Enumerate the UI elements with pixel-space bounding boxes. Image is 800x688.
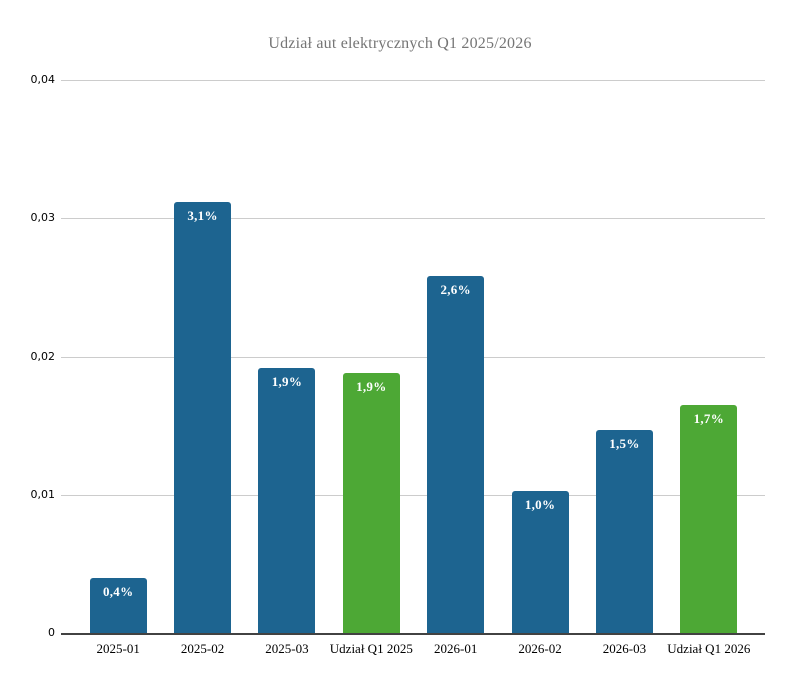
- bar[interactable]: 1,5%: [595, 429, 653, 633]
- bar[interactable]: 1,9%: [258, 367, 316, 633]
- x-tick-label: 2026-03: [602, 641, 647, 656]
- bar-value-label: 3,1%: [187, 207, 218, 223]
- bar-slot: 2,6%: [414, 80, 498, 633]
- x-tick-label: 2026-01: [434, 641, 478, 656]
- grid-line: [61, 80, 765, 81]
- bar-slot: 1,5%: [582, 80, 666, 633]
- grid-line: [61, 494, 765, 496]
- y-axis: 0,04 0,03 0,02 0,01 0: [0, 0, 56, 688]
- bar[interactable]: 1,7%: [680, 404, 738, 633]
- plot-area: [61, 80, 765, 635]
- x-tick-label: Udział Q1 2026: [667, 641, 751, 656]
- chart-title: Udział aut elektrycznych Q1 2025/2026: [268, 35, 532, 52]
- x-axis: 2025-01 2025-02 2025-03 Udział Q1 2025 2026-…: [76, 641, 751, 657]
- x-tick-label: 2026-02: [518, 641, 562, 656]
- bar-value-label: 1,5%: [609, 435, 640, 451]
- bars-row: 0,4% 3,1% 1,9% 1,9% 2,6% 1,0% 1,5% 1,7%: [76, 80, 751, 633]
- bar-slot: 0,4%: [76, 80, 160, 633]
- bar-value-label: 0,4%: [102, 583, 134, 599]
- bar[interactable]: 2,6%: [427, 276, 485, 633]
- bar-value-label: 2,6%: [440, 282, 471, 298]
- bar-value-label: 1,0%: [524, 496, 556, 512]
- x-tick-label: 2025-03: [265, 641, 309, 656]
- bar-slot: 1,9%: [245, 80, 329, 633]
- bar-slot: 1,7%: [667, 80, 751, 633]
- bar-slot: 1,9%: [329, 80, 413, 633]
- bar[interactable]: 1,9%: [342, 373, 400, 633]
- grid-line: [61, 356, 765, 358]
- y-tick-label: 0,01: [30, 487, 56, 501]
- bar-value-label: 1,9%: [271, 373, 303, 389]
- y-tick-label: 0,02: [30, 349, 56, 363]
- bar-value-label: 1,7%: [693, 410, 725, 426]
- x-tick-label: 2025-01: [96, 641, 140, 656]
- x-tick-label: 2025-02: [180, 641, 225, 656]
- grid-line: [61, 218, 765, 220]
- y-tick-label: 0: [48, 626, 55, 639]
- x-tick-label: Udział Q1 2025: [329, 641, 413, 656]
- bar[interactable]: 1,0%: [511, 490, 569, 633]
- bar[interactable]: 0,4%: [89, 577, 147, 633]
- bar-slot: 1,0%: [498, 80, 582, 633]
- y-tick-label: 0,04: [30, 73, 56, 86]
- y-tick-label: 0,03: [30, 211, 56, 225]
- bar[interactable]: 3,1%: [174, 201, 232, 633]
- bar-slot: 3,1%: [160, 80, 244, 633]
- bar-value-label: 1,9%: [356, 379, 387, 395]
